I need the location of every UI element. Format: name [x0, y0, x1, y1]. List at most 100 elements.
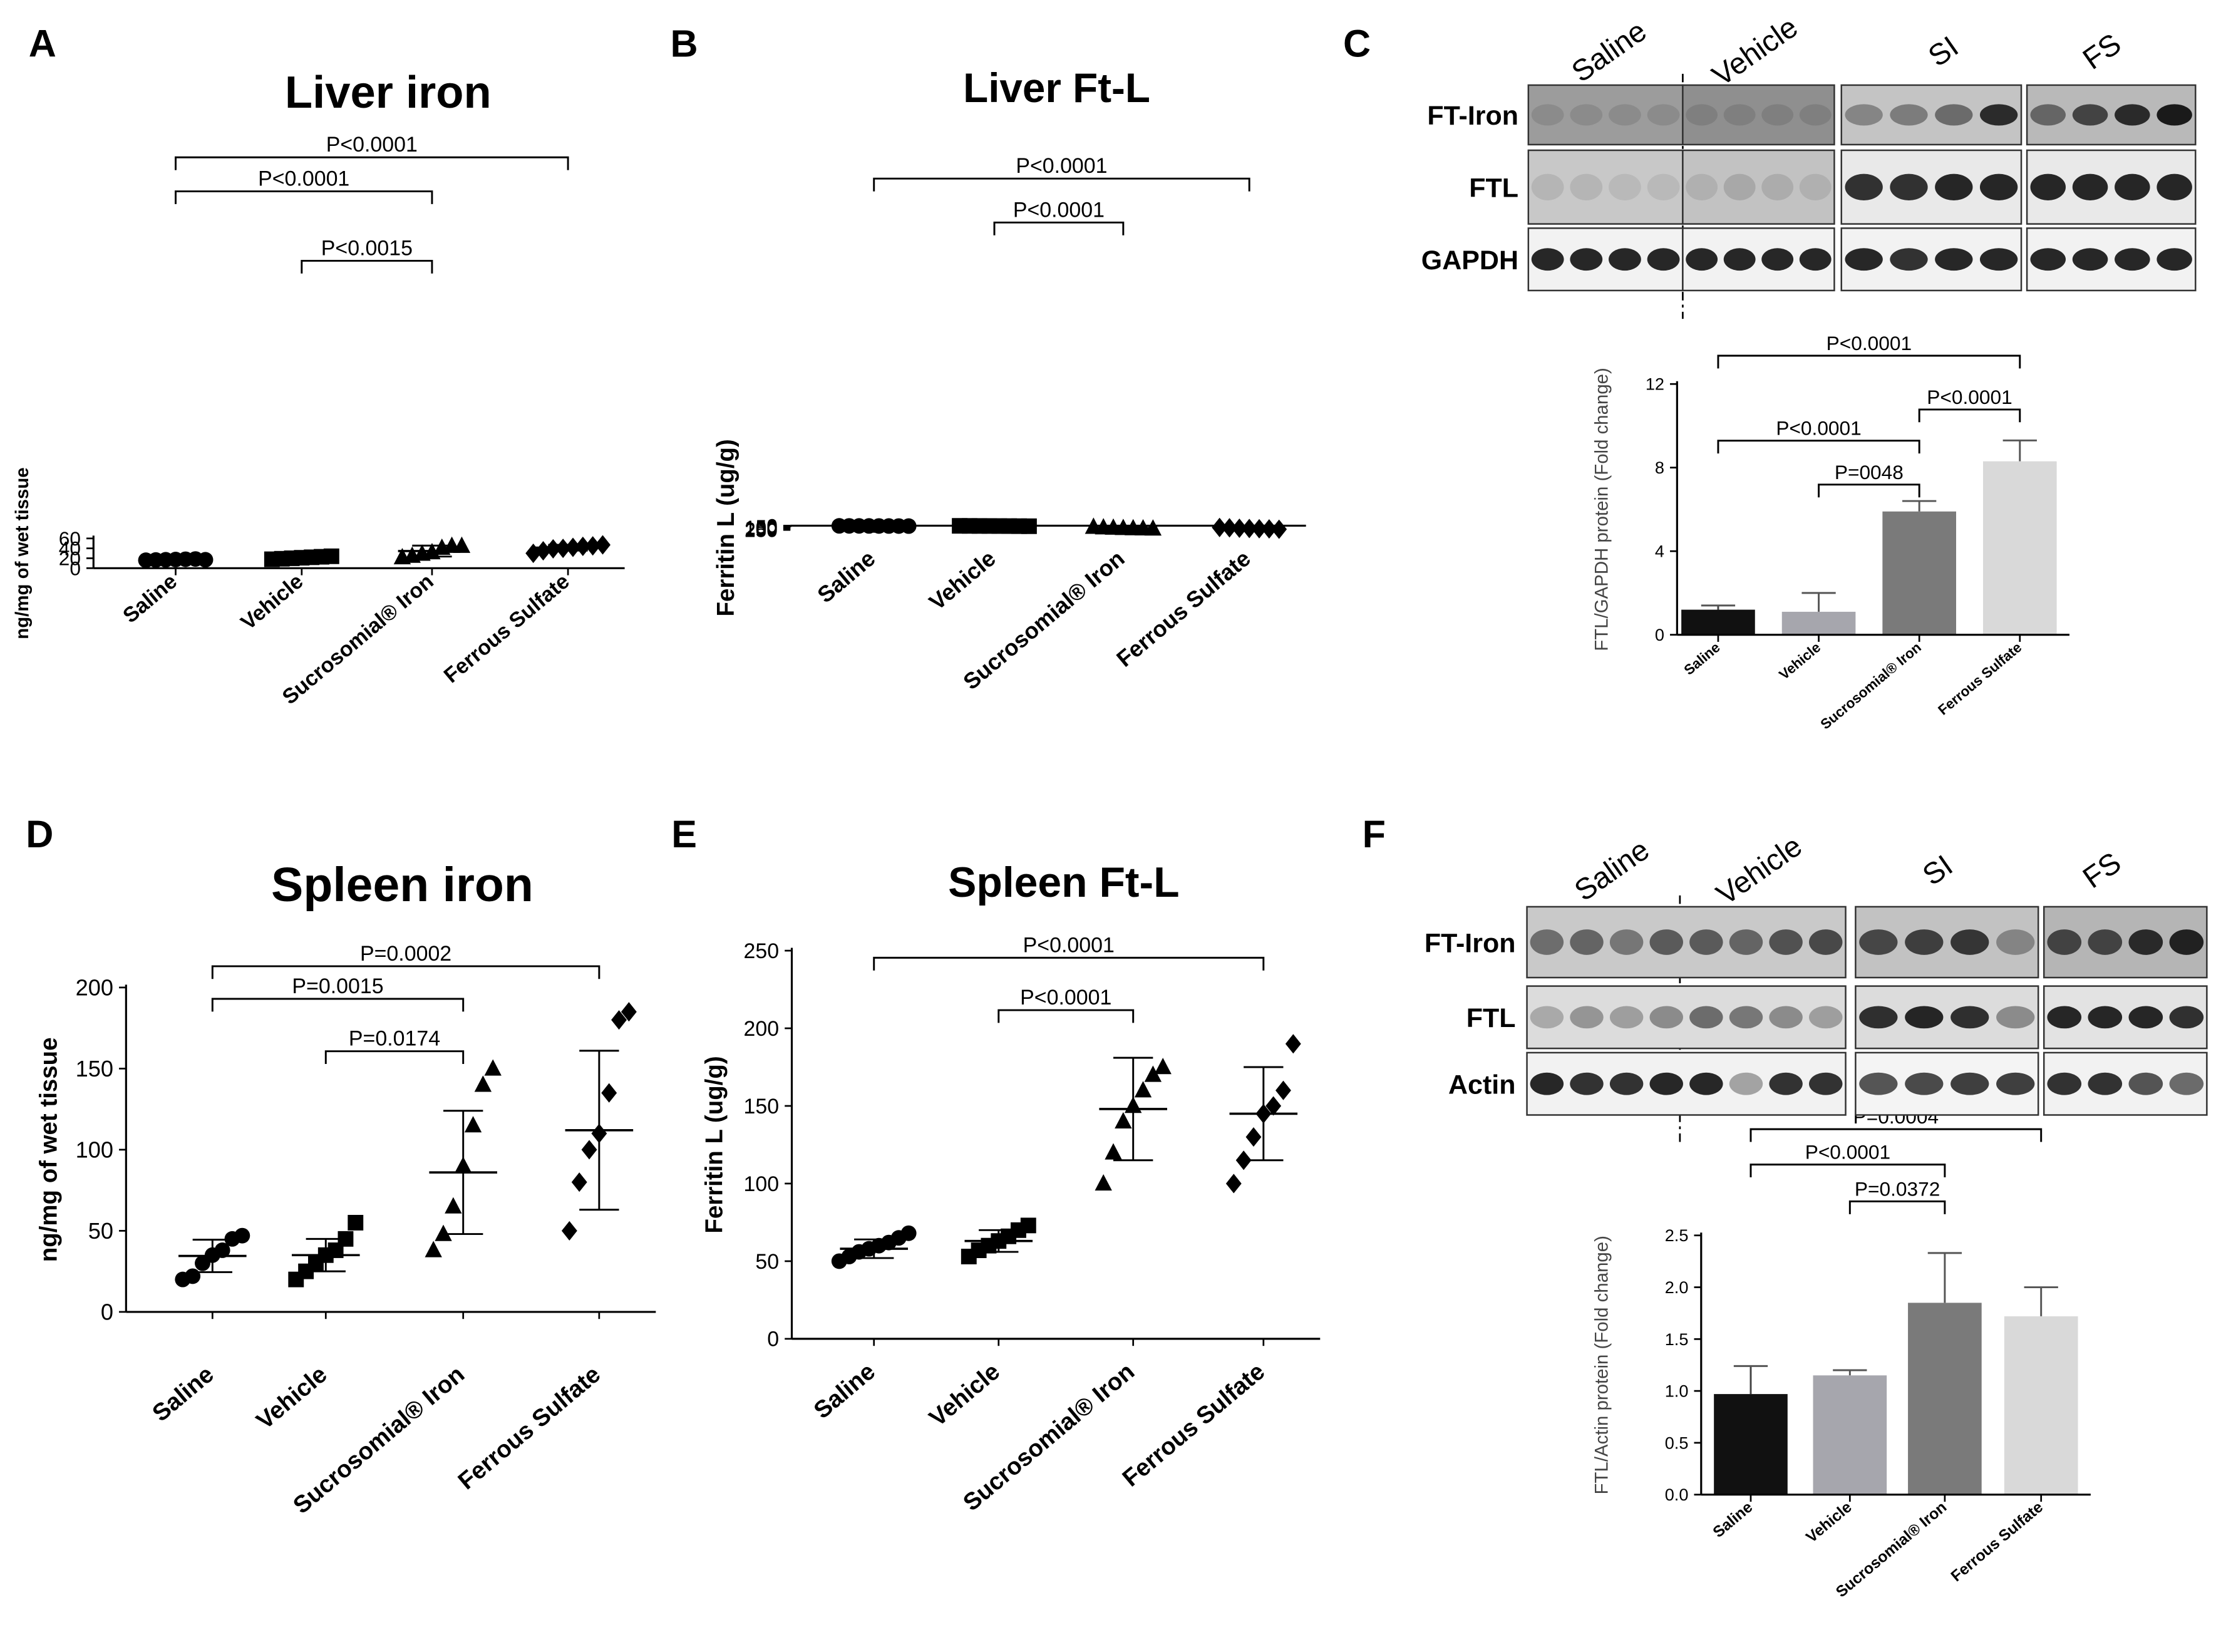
blot-band — [1609, 1072, 1644, 1095]
data-point — [453, 536, 471, 553]
bar — [1781, 611, 1856, 635]
blot-band — [1689, 929, 1723, 955]
blot-band — [2115, 173, 2150, 200]
blot-band — [1769, 929, 1803, 955]
blot-band — [2072, 104, 2108, 126]
blot-band — [1935, 248, 1973, 271]
y-tick-label: 4 — [1655, 542, 1664, 561]
p-value-label: P=0.0015 — [292, 974, 383, 998]
blot-band — [1649, 1072, 1683, 1095]
blot-band — [1979, 248, 2018, 271]
x-tick-label: Ferrous Sulfate — [1117, 1358, 1270, 1492]
x-tick-label: Sucrosomial® Iron — [1818, 639, 1924, 733]
blot-band — [1935, 104, 1973, 126]
significance-bracket — [993, 221, 1125, 235]
data-point — [595, 535, 611, 555]
data-point — [900, 1225, 917, 1241]
blot-band — [2088, 1006, 2123, 1029]
blot-band — [1809, 929, 1843, 955]
lane-label: Vehicle — [1711, 829, 1808, 911]
blot-band — [2030, 173, 2066, 200]
blot-band — [1531, 104, 1564, 126]
y-tick-label: 200 — [76, 975, 113, 1001]
blot-band — [2115, 104, 2150, 126]
blot-band — [2030, 248, 2066, 271]
blot-membrane — [1527, 149, 1684, 225]
y-tick-label: 12 — [1646, 374, 1664, 394]
blot-band — [2030, 104, 2066, 126]
y-axis-label: ng/mg of wet tissue — [12, 467, 33, 639]
data-point — [464, 1116, 482, 1133]
chart-title: Liver Ft-L — [963, 65, 1150, 111]
blot-row-label: FT-Iron — [1425, 928, 1516, 958]
y-tick-label: 0 — [101, 1299, 113, 1325]
blot-band — [1689, 1006, 1723, 1029]
lane-label: SI — [1917, 849, 1959, 892]
y-tick-label: 1.5 — [1665, 1329, 1689, 1349]
significance-bracket — [301, 259, 433, 274]
panel-letter-a: A — [29, 23, 56, 65]
blot-row-label: Actin — [1448, 1070, 1515, 1100]
bar — [1982, 461, 2057, 635]
blot-band — [1845, 173, 1883, 200]
y-axis-label: ng/mg of wet tissue — [35, 1038, 62, 1262]
blot-band — [1729, 929, 1763, 955]
data-point — [900, 518, 917, 534]
blot-band — [1570, 929, 1604, 955]
blot-band — [1859, 1072, 1898, 1095]
blot-band — [1799, 104, 1832, 126]
data-point — [185, 1268, 201, 1284]
blot-band — [1570, 104, 1603, 126]
blot-band — [2157, 104, 2192, 126]
y-tick-label: 8 — [1655, 458, 1664, 477]
blot-band — [2088, 929, 2123, 955]
blot-band — [1570, 173, 1603, 200]
blot-band — [1689, 1072, 1723, 1095]
blot-band — [2169, 1006, 2204, 1029]
panel-letter-f: F — [1363, 813, 1386, 855]
blot-membrane — [1682, 84, 1835, 146]
blot-band — [1570, 248, 1603, 271]
panel-letter-c: C — [1343, 23, 1371, 65]
blot-band — [1729, 1006, 1763, 1029]
significance-bracket — [873, 177, 1250, 192]
blot-band — [1686, 104, 1718, 126]
blot-band — [1905, 1072, 1944, 1095]
blot-band — [2047, 1072, 2082, 1095]
blot-band — [1769, 1072, 1803, 1095]
blot-band — [2157, 173, 2192, 200]
blot-band — [2128, 1072, 2163, 1095]
blot-row-label: FTL — [1466, 1003, 1516, 1033]
blot-band — [1723, 104, 1756, 126]
data-point — [474, 1075, 492, 1092]
lane-label: Vehicle — [1706, 11, 1804, 93]
p-value-label: P<0.0001 — [1020, 986, 1111, 1009]
x-tick-label: Vehicle — [1776, 639, 1824, 683]
data-point — [611, 1010, 627, 1030]
y-tick-label: 100 — [76, 1137, 113, 1163]
blot-band — [1530, 1072, 1564, 1095]
blot-band — [1530, 1006, 1564, 1029]
blot-band — [1890, 173, 1928, 200]
y-tick-label: 200 — [744, 1017, 780, 1041]
blot-band — [2072, 248, 2108, 271]
blot-band — [1649, 1006, 1683, 1029]
bar — [1714, 1394, 1788, 1495]
x-tick-label: Saline — [809, 1358, 880, 1424]
blot-band — [1996, 1072, 2035, 1095]
blot-band — [1859, 1006, 1898, 1029]
p-value-label: P<0.0001 — [1805, 1141, 1890, 1164]
blot-band — [1799, 248, 1832, 271]
chart-title: Spleen iron — [271, 858, 533, 912]
lane-label: FS — [2077, 27, 2127, 76]
blot-band — [1979, 104, 2018, 126]
p-value-label: P<0.0001 — [1776, 417, 1861, 440]
significance-bracket — [873, 956, 1265, 971]
significance-bracket — [1818, 483, 1920, 498]
data-point — [581, 1140, 597, 1160]
data-point — [1020, 1217, 1036, 1234]
